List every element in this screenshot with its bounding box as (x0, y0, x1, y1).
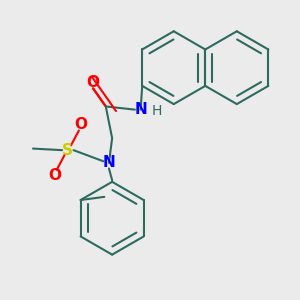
Text: O: O (49, 168, 62, 183)
Text: N: N (134, 102, 147, 117)
Text: O: O (87, 75, 100, 90)
Text: H: H (151, 104, 162, 118)
Text: O: O (74, 117, 87, 132)
Text: N: N (103, 155, 115, 170)
Text: S: S (62, 143, 73, 158)
